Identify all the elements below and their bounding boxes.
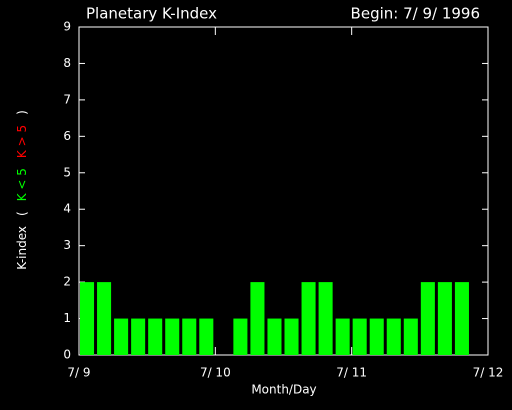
x-tick-label: 7/ 11 [336,366,367,380]
bar [301,282,316,355]
chart-title: Planetary K-Index [86,5,217,23]
y-tick-label: 2 [63,275,71,289]
bar [148,318,163,355]
y-tick-label: 7 [63,92,71,106]
y-tick-label: 3 [63,238,71,252]
bar [114,318,129,355]
y-label-part: K < 5 [15,168,29,201]
bar [335,318,350,355]
x-tick-label: 7/ 10 [200,366,231,380]
x-tick-label: 7/ 9 [67,366,90,380]
bar [420,282,435,355]
bar [199,318,214,355]
bar [165,318,180,355]
y-label-part: K > 5 [15,125,29,158]
bar [386,318,401,355]
x-axis-label: Month/Day [251,383,316,397]
y-tick-label: 6 [63,129,71,143]
bar [369,318,384,355]
y-label-part: ( [15,211,29,216]
bar [250,282,265,355]
bar [454,282,469,355]
bar [267,318,282,355]
bar [233,318,248,355]
x-tick-label: 7/ 12 [473,366,504,380]
y-tick-label: 9 [63,20,71,34]
bar [97,282,112,355]
plot-frame [78,26,489,356]
y-tick-label: 0 [63,348,71,362]
y-tick-label: 4 [63,202,71,216]
y-label-part: K-index [15,226,29,270]
y-axis-label: K-index ( K < 5 K > 5) [15,110,29,270]
bar [182,318,197,355]
y-tick-label: 5 [63,165,71,179]
bar [80,282,95,355]
y-label-part: ) [15,110,29,115]
chart-subtitle: Begin: 7/ 9/ 1996 [351,5,480,23]
bar [352,318,367,355]
bar [403,318,418,355]
bar [284,318,299,355]
bar [318,282,333,355]
bar [131,318,146,355]
bar [437,282,452,355]
y-tick-label: 1 [63,311,71,325]
y-tick-label: 8 [63,56,71,70]
